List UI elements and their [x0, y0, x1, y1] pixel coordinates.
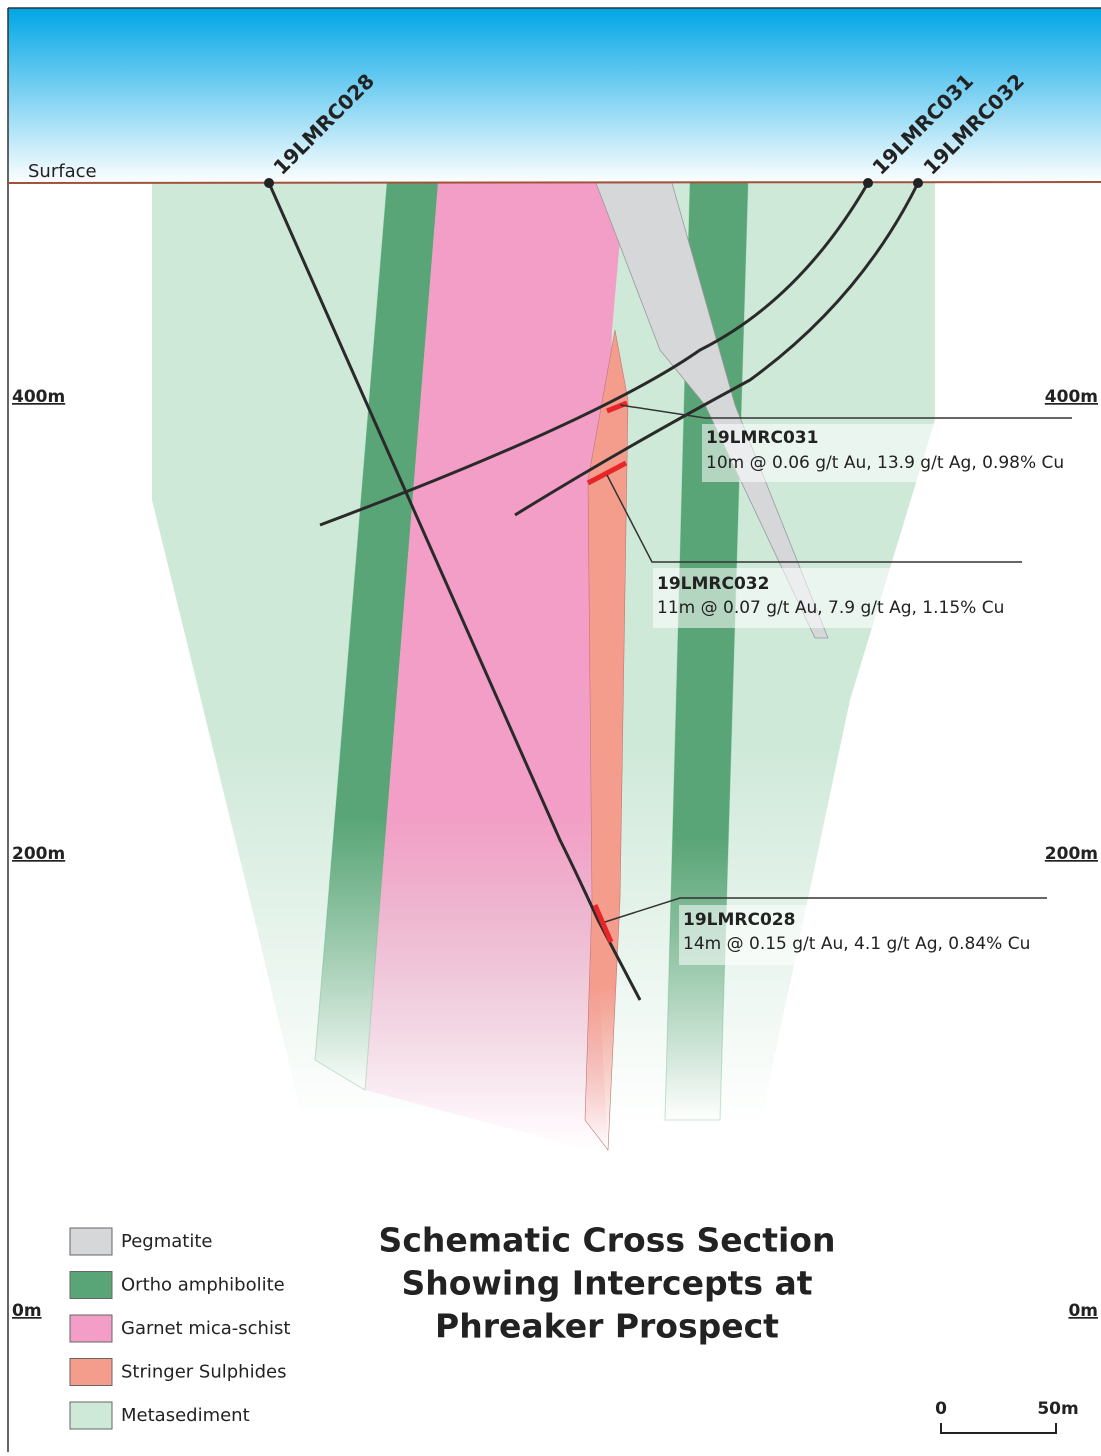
collar — [913, 178, 923, 188]
legend-label: Pegmatite — [121, 1231, 212, 1252]
intercept-result: 10m @ 0.06 g/t Au, 13.9 g/t Ag, 0.98% Cu — [706, 453, 1064, 473]
legend-swatch — [70, 1359, 112, 1386]
surface-label: Surface — [28, 161, 97, 182]
legend: Pegmatite Ortho amphibolite Garnet mica-sc… — [70, 1228, 290, 1429]
elevation-label: 200m — [12, 844, 65, 864]
legend-label: Stringer Sulphides — [121, 1362, 286, 1383]
legend-swatch — [70, 1315, 112, 1342]
elevation-label: 0m — [1068, 1301, 1098, 1321]
elevation-label: 200m — [1045, 844, 1098, 864]
legend-swatch — [70, 1228, 112, 1255]
legend-label: Garnet mica-schist — [121, 1318, 290, 1339]
intercept-hole: 19LMRC032 — [657, 574, 769, 594]
legend-swatch — [70, 1402, 112, 1429]
scale-label: 50m — [1037, 1399, 1078, 1419]
title: Showing Intercepts at — [401, 1264, 812, 1303]
scale-bar — [941, 1423, 1056, 1433]
intercept-result: 14m @ 0.15 g/t Au, 4.1 g/t Ag, 0.84% Cu — [683, 934, 1030, 954]
elevation-label: 400m — [1045, 387, 1098, 407]
title: Schematic Cross Section — [379, 1221, 836, 1260]
elevation-label: 400m — [12, 387, 65, 407]
intercept-hole: 19LMRC028 — [683, 910, 795, 930]
title: Phreaker Prospect — [435, 1307, 779, 1346]
intercept-result: 11m @ 0.07 g/t Au, 7.9 g/t Ag, 1.15% Cu — [657, 598, 1004, 618]
collar — [264, 178, 274, 188]
surface-line — [8, 182, 1101, 183]
cross-section: Surface 19LMRC028 19LMRC031 19LMRC032 19… — [0, 0, 1101, 1452]
legend-swatch — [70, 1272, 112, 1299]
legend-label: Ortho amphibolite — [121, 1275, 285, 1296]
elevation-label: 0m — [12, 1301, 42, 1321]
scale-label: 0 — [935, 1399, 947, 1419]
collar — [863, 178, 873, 188]
intercept-hole: 19LMRC031 — [706, 428, 818, 448]
legend-label: Metasediment — [121, 1405, 250, 1426]
